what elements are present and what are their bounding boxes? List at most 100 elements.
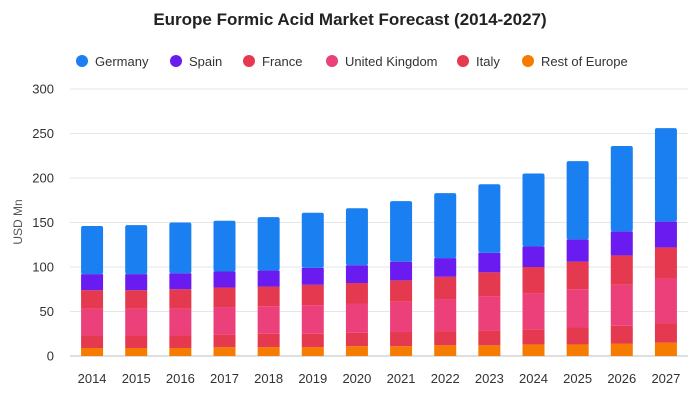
- bar-italy-2015[interactable]: [125, 335, 148, 348]
- bar-united-kingdom-2025[interactable]: [566, 289, 589, 328]
- bar-spain-2014[interactable]: [81, 274, 104, 291]
- bar-france-2016[interactable]: [169, 289, 192, 309]
- legend-label: France: [262, 54, 302, 69]
- bar-rest-of-europe-2019[interactable]: [301, 347, 324, 356]
- bar-germany-2025[interactable]: [566, 161, 589, 240]
- legend-label: Germany: [95, 54, 149, 69]
- bar-spain-2023[interactable]: [478, 252, 501, 273]
- bar-spain-2018[interactable]: [257, 270, 280, 287]
- bar-france-2014[interactable]: [81, 290, 104, 309]
- bar-stack-2019: [301, 212, 324, 356]
- y-tick-label-200: 200: [32, 171, 54, 186]
- bar-spain-2016[interactable]: [169, 273, 192, 290]
- legend-swatch: [76, 55, 88, 67]
- bar-united-kingdom-2023[interactable]: [478, 296, 501, 331]
- bar-germany-2024[interactable]: [522, 173, 545, 247]
- bars: [81, 128, 677, 356]
- bar-italy-2018[interactable]: [257, 333, 280, 348]
- bar-italy-2025[interactable]: [566, 327, 589, 345]
- bar-france-2026[interactable]: [610, 255, 633, 285]
- legend-item-italy[interactable]: Italy: [457, 54, 500, 69]
- bar-rest-of-europe-2017[interactable]: [213, 347, 236, 356]
- bar-italy-2020[interactable]: [345, 332, 368, 347]
- bar-united-kingdom-2022[interactable]: [434, 299, 457, 332]
- legend-item-spain[interactable]: Spain: [170, 54, 222, 69]
- bar-rest-of-europe-2025[interactable]: [566, 344, 589, 356]
- bar-france-2023[interactable]: [478, 272, 501, 297]
- bar-italy-2023[interactable]: [478, 330, 501, 346]
- bar-france-2019[interactable]: [301, 284, 324, 306]
- bar-germany-2019[interactable]: [301, 212, 324, 268]
- bar-germany-2020[interactable]: [345, 208, 368, 266]
- bar-rest-of-europe-2014[interactable]: [81, 347, 104, 356]
- bar-rest-of-europe-2021[interactable]: [390, 346, 413, 356]
- bar-spain-2021[interactable]: [390, 261, 413, 281]
- bar-rest-of-europe-2024[interactable]: [522, 344, 545, 356]
- bar-germany-2027[interactable]: [654, 128, 677, 222]
- y-axis-title: USD Mn: [11, 199, 25, 244]
- bar-france-2015[interactable]: [125, 290, 148, 309]
- bar-italy-2019[interactable]: [301, 333, 324, 348]
- bar-united-kingdom-2020[interactable]: [345, 303, 368, 333]
- bar-france-2018[interactable]: [257, 286, 280, 307]
- bar-italy-2024[interactable]: [522, 329, 545, 345]
- bar-united-kingdom-2024[interactable]: [522, 293, 545, 330]
- bar-italy-2014[interactable]: [81, 335, 104, 348]
- bar-rest-of-europe-2016[interactable]: [169, 347, 192, 356]
- bar-spain-2019[interactable]: [301, 267, 324, 285]
- bar-germany-2022[interactable]: [434, 193, 457, 259]
- x-tick-label-2020: 2020: [342, 371, 371, 386]
- bar-germany-2023[interactable]: [478, 184, 501, 253]
- bar-france-2021[interactable]: [390, 280, 413, 302]
- bar-italy-2027[interactable]: [654, 323, 677, 343]
- bar-france-2027[interactable]: [654, 247, 677, 279]
- legend-item-rest-of-europe[interactable]: Rest of Europe: [522, 54, 628, 69]
- bar-rest-of-europe-2022[interactable]: [434, 345, 457, 356]
- bar-united-kingdom-2019[interactable]: [301, 305, 324, 334]
- bar-rest-of-europe-2020[interactable]: [345, 346, 368, 356]
- bar-rest-of-europe-2015[interactable]: [125, 347, 148, 356]
- bar-germany-2014[interactable]: [81, 226, 104, 275]
- bar-united-kingdom-2014[interactable]: [81, 308, 104, 336]
- bar-germany-2026[interactable]: [610, 145, 633, 232]
- bar-spain-2022[interactable]: [434, 258, 457, 277]
- bar-spain-2026[interactable]: [610, 231, 633, 256]
- bar-france-2025[interactable]: [566, 261, 589, 290]
- bar-spain-2024[interactable]: [522, 246, 545, 267]
- bar-united-kingdom-2021[interactable]: [390, 301, 413, 332]
- bar-united-kingdom-2016[interactable]: [169, 308, 192, 336]
- bar-italy-2022[interactable]: [434, 331, 457, 346]
- bar-spain-2025[interactable]: [566, 239, 589, 262]
- bar-spain-2015[interactable]: [125, 274, 148, 291]
- y-tick-label-250: 250: [32, 126, 54, 141]
- bar-italy-2016[interactable]: [169, 335, 192, 348]
- bar-united-kingdom-2015[interactable]: [125, 308, 148, 336]
- bar-united-kingdom-2018[interactable]: [257, 306, 280, 334]
- bar-italy-2017[interactable]: [213, 334, 236, 348]
- legend-item-france[interactable]: France: [243, 54, 302, 69]
- bar-united-kingdom-2017[interactable]: [213, 307, 236, 335]
- bar-france-2017[interactable]: [213, 287, 236, 308]
- legend-item-germany[interactable]: Germany: [76, 54, 149, 69]
- bar-france-2020[interactable]: [345, 283, 368, 304]
- bar-united-kingdom-2026[interactable]: [610, 284, 633, 326]
- bar-spain-2027[interactable]: [654, 221, 677, 248]
- bar-spain-2017[interactable]: [213, 271, 236, 288]
- bar-germany-2015[interactable]: [125, 225, 148, 275]
- bar-united-kingdom-2027[interactable]: [654, 278, 677, 324]
- bar-rest-of-europe-2027[interactable]: [654, 342, 677, 356]
- bar-france-2022[interactable]: [434, 276, 457, 300]
- bar-germany-2016[interactable]: [169, 222, 192, 274]
- bar-italy-2026[interactable]: [610, 325, 633, 344]
- bar-italy-2021[interactable]: [390, 331, 413, 347]
- bar-rest-of-europe-2026[interactable]: [610, 343, 633, 356]
- bar-germany-2017[interactable]: [213, 220, 236, 272]
- bar-germany-2018[interactable]: [257, 217, 280, 271]
- legend: Germany Spain France United Kingdom Italy Res…: [76, 54, 628, 69]
- bar-spain-2020[interactable]: [345, 265, 368, 284]
- bar-france-2024[interactable]: [522, 267, 545, 294]
- bar-rest-of-europe-2023[interactable]: [478, 345, 501, 356]
- bar-germany-2021[interactable]: [390, 201, 413, 262]
- legend-item-united-kingdom[interactable]: United Kingdom: [326, 54, 438, 69]
- bar-rest-of-europe-2018[interactable]: [257, 347, 280, 356]
